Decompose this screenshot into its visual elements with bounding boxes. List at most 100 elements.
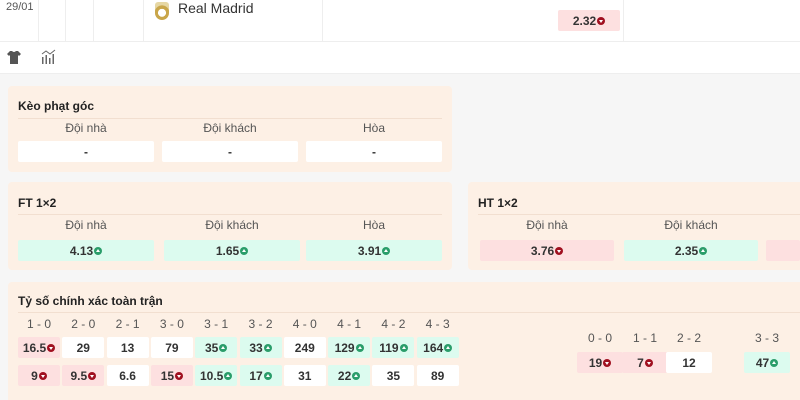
arrow-down-icon — [38, 371, 47, 380]
score-odd-cell[interactable]: 22 — [328, 365, 371, 386]
draw-odd-cell[interactable]: 12 — [666, 352, 712, 373]
arrow-up-icon — [263, 371, 272, 380]
column-label: Đội nhà — [526, 218, 568, 232]
odd-value: 10.5 — [200, 368, 224, 383]
score-odd-cell[interactable]: 33 — [239, 337, 282, 358]
odd-cell[interactable]: 1.65 — [164, 240, 300, 261]
odd-cell[interactable]: 4.13 — [18, 240, 154, 261]
score-odd-cell[interactable]: 35 — [372, 365, 415, 386]
score-odd-cell[interactable]: 29 — [62, 337, 105, 358]
arrow-up-icon — [699, 246, 708, 255]
odd-value: - — [372, 144, 376, 159]
draw-score-label: 0 - 0 — [587, 331, 612, 345]
stats-chart-icon[interactable] — [41, 49, 57, 65]
exact-score-panel: Tỷ số chính xác toàn trận 1 - 0 16.5 9 2 - … — [8, 282, 800, 400]
odd-cell[interactable]: 2.35 — [624, 240, 758, 261]
draw-odd-cell[interactable]: 7 — [622, 352, 668, 373]
draw-odd-cell[interactable]: 19 — [577, 352, 623, 373]
score-label: 2 - 1 — [115, 317, 140, 331]
odd-cell[interactable]: - — [162, 141, 298, 162]
score-odd-cell[interactable]: 164 — [416, 337, 459, 358]
score-odd-cell[interactable]: 79 — [150, 337, 193, 358]
panel-title: HT 1×2 — [478, 196, 518, 210]
odd-value: 249 — [294, 340, 315, 355]
score-label: 2 - 0 — [71, 317, 96, 331]
team-logo-icon — [155, 2, 169, 20]
column-label: Đội nhà — [65, 121, 107, 135]
score-odd-cell[interactable]: 35 — [195, 337, 238, 358]
score-label: 4 - 0 — [292, 317, 317, 331]
score-label: 4 - 3 — [425, 317, 450, 331]
score-odd-cell[interactable]: 15 — [150, 365, 193, 386]
odd-value: 6.6 — [119, 368, 136, 383]
score-odd-cell[interactable]: 129 — [328, 337, 371, 358]
odd-value: 129 — [334, 340, 355, 355]
odd-value: 35 — [386, 368, 401, 383]
score-odd-cell[interactable]: 17 — [239, 365, 282, 386]
score-odd-cell[interactable]: 10.5 — [195, 365, 238, 386]
score-odd-cell[interactable]: 9.5 — [62, 365, 105, 386]
arrow-down-icon — [603, 358, 612, 367]
score-label: 4 - 1 — [337, 317, 362, 331]
odd-value: 7 — [637, 355, 644, 370]
score-label: 1 - 0 — [26, 317, 51, 331]
column-label: Hòa — [362, 218, 385, 232]
odd-value: 19 — [588, 355, 603, 370]
score-odd-cell[interactable]: 31 — [283, 365, 326, 386]
odd-value: 13 — [120, 340, 135, 355]
odd-value: 33 — [249, 340, 263, 355]
odd-value: 2.35 — [674, 243, 699, 258]
arrow-up-icon — [263, 343, 272, 352]
odd-cell[interactable]: 3.91 — [306, 240, 442, 261]
arrow-down-icon — [555, 246, 564, 255]
score-label: 4 - 2 — [381, 317, 406, 331]
ht-1x2-panel: HT 1×2 Đội nhà 3.76 Đội khách 2.35 — [468, 182, 800, 270]
odd-value: 164 — [423, 340, 444, 355]
odd-value: 1.65 — [215, 243, 240, 258]
odd-cell[interactable]: 3.76 — [480, 240, 614, 261]
score-odd-cell[interactable]: 89 — [416, 365, 459, 386]
score-odd-cell[interactable]: 9 — [18, 365, 60, 386]
odd-value: 9 — [31, 368, 38, 383]
arrow-down-icon — [47, 343, 56, 352]
arrow-down-icon — [644, 358, 653, 367]
draw-score-label: 1 - 1 — [632, 331, 657, 345]
arrow-up-icon — [399, 343, 408, 352]
arrow-up-icon — [219, 343, 228, 352]
score-label: 3 - 0 — [159, 317, 184, 331]
column-label: Hòa — [362, 121, 385, 135]
score-odd-cell[interactable]: 16.5 — [18, 337, 60, 358]
draw-odd-cell[interactable]: 47 — [744, 352, 790, 373]
score-odd-cell[interactable]: 249 — [283, 337, 326, 358]
odd-cell[interactable]: - — [18, 141, 154, 162]
odd-value: 9.5 — [70, 368, 88, 383]
score-odd-cell[interactable]: 6.6 — [106, 365, 149, 386]
odd-value: 15 — [160, 368, 175, 383]
column-label: Đội khách — [664, 218, 718, 232]
odd-value: - — [228, 144, 232, 159]
arrow-up-icon — [770, 358, 779, 367]
score-odd-cell[interactable]: 119 — [372, 337, 415, 358]
odd-value: 12 — [682, 355, 696, 370]
odd-value: 3.76 — [530, 243, 555, 258]
arrow-up-icon — [382, 246, 391, 255]
panel-title: Tỷ số chính xác toàn trận — [18, 294, 163, 308]
score-odd-cell[interactable]: 13 — [106, 337, 149, 358]
arrow-down-icon — [597, 16, 606, 25]
odd-value: 79 — [165, 340, 179, 355]
score-label: 3 - 2 — [248, 317, 273, 331]
odd-cell[interactable]: 2.32 — [558, 10, 620, 31]
odd-value: 22 — [337, 368, 352, 383]
match-row[interactable]: 29/01 Real Madrid 2.32 — [0, 0, 800, 42]
arrow-up-icon — [444, 343, 453, 352]
odd-cell[interactable]: - — [306, 141, 442, 162]
column-label: Đội khách — [205, 218, 259, 232]
odd-value: 119 — [379, 340, 399, 355]
corner-odds-panel: Kèo phạt góc Đội nhà - Đội khách - Hòa - — [8, 86, 452, 172]
column-label: Đội nhà — [65, 218, 107, 232]
ft-1x2-panel: FT 1×2 Đội nhà 4.13 Đội khách 1.65 Hòa 3.91 — [8, 182, 452, 270]
column-label: Đội khách — [203, 121, 257, 135]
arrow-down-icon — [175, 371, 184, 380]
shirt-icon[interactable] — [7, 50, 21, 65]
odd-cell[interactable] — [766, 240, 800, 261]
